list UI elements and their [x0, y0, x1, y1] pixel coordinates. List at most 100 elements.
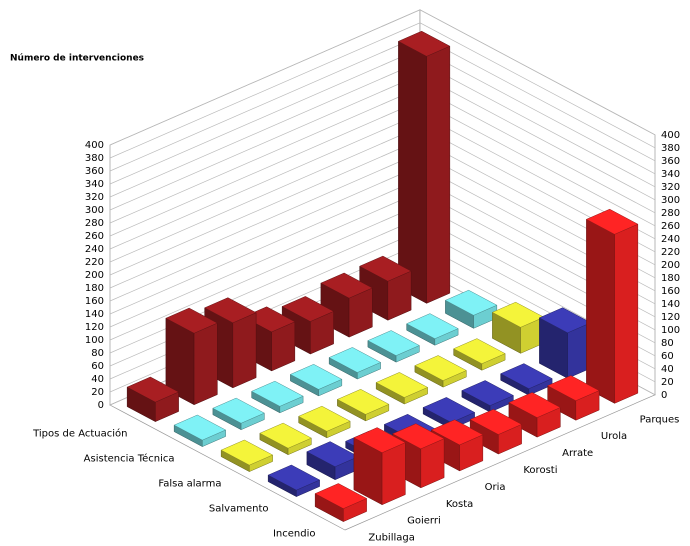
y-tick-label: 280 — [85, 218, 104, 229]
bar-top — [444, 289, 498, 316]
bar — [298, 405, 351, 439]
bar-top — [126, 376, 180, 403]
bar-top — [422, 397, 476, 423]
bar-side — [398, 40, 427, 304]
bar-top — [367, 330, 420, 356]
bar-top — [453, 338, 506, 364]
y2-tick-label: 300 — [661, 195, 680, 206]
bar — [508, 392, 561, 438]
bar — [126, 376, 180, 423]
y-tick-label: 140 — [85, 309, 104, 320]
y2-tick-label: 400 — [661, 130, 680, 141]
y2-tick-label: 0 — [661, 390, 667, 401]
legend-label: Tipos de Actuación — [32, 428, 127, 440]
y2-tick-label: 120 — [661, 312, 680, 323]
bar-top — [469, 409, 523, 435]
bar-front — [426, 45, 451, 304]
bar-top — [500, 363, 553, 389]
bar-top — [414, 355, 467, 381]
bar — [491, 301, 545, 354]
bar-front — [193, 322, 218, 406]
y2-tick-label: 60 — [661, 351, 674, 362]
bar — [212, 397, 265, 431]
y-tick-label: 0 — [98, 400, 104, 411]
bar-front — [232, 312, 257, 389]
y-tick-label: 360 — [85, 166, 104, 177]
y-tick-label: 40 — [91, 374, 104, 385]
bar — [251, 380, 304, 414]
y2-tick-label: 380 — [661, 143, 680, 154]
y-tick-label: 340 — [85, 179, 104, 190]
x-tick-label: Zubillaga — [368, 533, 414, 544]
y2-tick-label: 280 — [661, 208, 680, 219]
x-tick-label: Goierri — [407, 516, 441, 527]
bar — [220, 439, 274, 473]
y-tick-label: 220 — [85, 257, 104, 268]
y-tick-label: 300 — [85, 205, 104, 216]
y2-tick-label: 200 — [661, 260, 680, 271]
y2-tick-label: 20 — [661, 377, 674, 388]
x-tick-label: Korosti — [523, 465, 557, 476]
legend-label: Asistencia Técnica — [84, 453, 175, 465]
y-tick-label: 400 — [85, 140, 104, 151]
bar-top — [397, 30, 451, 57]
bar-top — [359, 255, 412, 282]
bar — [453, 338, 506, 371]
bar-top — [220, 439, 274, 466]
x-tick-label: Arrate — [562, 448, 593, 459]
y-tick-label: 180 — [85, 283, 104, 294]
y-tick-label: 320 — [85, 192, 104, 203]
y2-tick-label: 40 — [661, 364, 674, 375]
bar — [538, 307, 592, 379]
y2-tick-label: 320 — [661, 182, 680, 193]
bar-top — [538, 307, 592, 334]
x-tick-label: Oria — [485, 482, 506, 493]
y-tick-label: 80 — [91, 348, 104, 359]
bar — [314, 483, 368, 523]
bar-top — [289, 364, 343, 390]
y-tick-label: 100 — [85, 335, 104, 346]
y-tick-label: 240 — [85, 244, 104, 255]
bar — [328, 347, 382, 380]
x-tick-label: Urola — [601, 431, 627, 442]
bar — [500, 363, 553, 396]
bar — [422, 397, 476, 430]
y-tick-label: 200 — [85, 270, 104, 281]
bar — [267, 464, 321, 498]
legend-label: Incendio — [273, 529, 316, 540]
bar-top — [298, 405, 351, 432]
grid-line — [109, 22, 656, 159]
bar — [547, 375, 600, 421]
bar — [353, 427, 406, 506]
bar-top — [491, 301, 545, 328]
y2-tick-label: 140 — [661, 299, 680, 310]
y2-tick-label: 80 — [661, 338, 674, 349]
bar-top — [281, 296, 335, 322]
bar — [469, 409, 523, 455]
y2-tick-label: 180 — [661, 273, 680, 284]
bar — [406, 313, 459, 346]
bar-top — [267, 464, 321, 491]
bar — [259, 422, 312, 456]
bar-top — [165, 307, 218, 334]
y-tick-label: 160 — [85, 296, 104, 307]
y2-tick-label: 260 — [661, 221, 680, 232]
bar — [367, 330, 420, 363]
bar-top — [259, 422, 312, 449]
bar-top — [212, 397, 265, 424]
bar-top — [353, 427, 406, 453]
y2-tick-label: 360 — [661, 156, 680, 167]
bar — [289, 364, 343, 397]
y2-tick-label: 220 — [661, 247, 680, 258]
bar-top — [375, 372, 429, 398]
bar-top — [204, 297, 257, 324]
bar-top — [406, 313, 459, 339]
x-tick-label: Parques — [640, 414, 680, 425]
bar-top — [585, 208, 639, 235]
x-tick-label: Kosta — [446, 499, 473, 510]
y-tick-label: 260 — [85, 231, 104, 242]
bar — [336, 389, 390, 422]
bar — [165, 307, 218, 406]
y-tick-label: 380 — [85, 153, 104, 164]
bar-front — [381, 442, 406, 506]
